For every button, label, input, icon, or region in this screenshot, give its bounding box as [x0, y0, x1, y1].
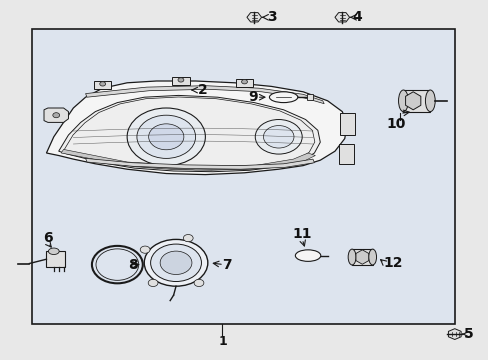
Text: 12: 12: [383, 256, 403, 270]
Polygon shape: [85, 158, 314, 169]
Ellipse shape: [48, 248, 59, 255]
Text: 2: 2: [191, 83, 207, 97]
Polygon shape: [334, 13, 349, 22]
Ellipse shape: [398, 90, 407, 112]
Text: 4: 4: [351, 10, 361, 24]
Ellipse shape: [295, 250, 320, 261]
Circle shape: [263, 126, 293, 148]
Text: 9: 9: [247, 90, 257, 104]
Text: 1: 1: [218, 335, 226, 348]
Text: 3: 3: [267, 10, 277, 24]
Text: 10: 10: [386, 117, 405, 131]
Text: 6: 6: [43, 231, 53, 244]
Bar: [94, 81, 111, 89]
Circle shape: [194, 279, 203, 287]
Polygon shape: [44, 108, 68, 122]
Text: 8: 8: [128, 258, 138, 271]
Circle shape: [100, 82, 105, 86]
Polygon shape: [405, 92, 420, 110]
Circle shape: [137, 115, 195, 158]
Polygon shape: [59, 95, 320, 172]
Bar: [403, 90, 429, 112]
Circle shape: [148, 124, 183, 150]
Circle shape: [241, 80, 247, 84]
Circle shape: [148, 279, 158, 287]
Ellipse shape: [269, 92, 297, 103]
Text: 11: 11: [292, 227, 311, 241]
Bar: [351, 249, 372, 265]
Bar: [339, 113, 354, 135]
Circle shape: [178, 78, 183, 82]
Circle shape: [144, 239, 207, 286]
Bar: [32, 29, 454, 324]
Circle shape: [150, 244, 201, 282]
Polygon shape: [46, 81, 346, 175]
Polygon shape: [61, 149, 315, 170]
Text: 7: 7: [222, 258, 232, 271]
Circle shape: [140, 246, 150, 253]
Ellipse shape: [425, 90, 434, 112]
Bar: [172, 77, 189, 85]
Circle shape: [183, 234, 193, 242]
Bar: [46, 251, 65, 267]
Circle shape: [160, 251, 191, 274]
Circle shape: [53, 113, 60, 118]
Polygon shape: [355, 250, 368, 264]
Circle shape: [255, 120, 302, 154]
Ellipse shape: [347, 249, 355, 265]
Bar: [306, 94, 312, 100]
Ellipse shape: [368, 249, 376, 265]
Polygon shape: [447, 329, 460, 339]
Polygon shape: [246, 13, 261, 22]
Bar: [235, 79, 253, 87]
Circle shape: [127, 108, 205, 166]
Bar: [338, 144, 353, 164]
Polygon shape: [85, 86, 324, 104]
Text: 5: 5: [463, 327, 472, 341]
